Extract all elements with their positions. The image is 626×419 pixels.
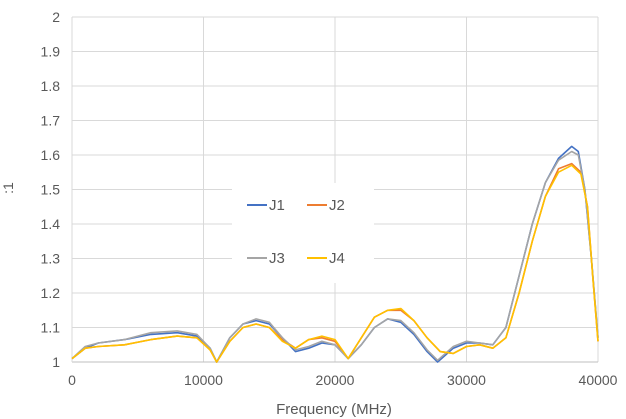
legend-label-j1: J1 xyxy=(269,197,285,214)
series-line-j4 xyxy=(71,164,599,363)
y-tick-label: 1.5 xyxy=(41,182,61,198)
y-tick-label: 1.8 xyxy=(41,78,61,94)
legend-label-j4: J4 xyxy=(329,250,345,267)
series-line-j3 xyxy=(71,150,599,363)
y-tick-label: 1.9 xyxy=(41,44,61,60)
series-lines xyxy=(71,145,599,363)
axes: 1 1.1 1.2 1.3 1.4 1.5 1.6 1.7 1.8 1.9 2 0 10000 20000… xyxy=(41,9,618,388)
y-axis-label: :1 xyxy=(0,182,16,194)
legend-box xyxy=(232,183,374,283)
y-tick-label: 1.1 xyxy=(41,320,61,336)
x-tick-label: 30000 xyxy=(447,372,486,388)
y-tick-label: 1.4 xyxy=(41,216,61,232)
y-tick-label: 1.6 xyxy=(41,147,61,163)
legend: J1 J2 J3 J4 xyxy=(232,183,374,283)
y-tick-label: 1.7 xyxy=(41,113,61,129)
legend-label-j2: J2 xyxy=(329,197,345,214)
x-tick-label: 0 xyxy=(68,372,76,388)
x-axis-label: Frequency (MHz) xyxy=(276,401,392,418)
y-tick-label: 2 xyxy=(52,9,60,25)
x-tick-label: 10000 xyxy=(184,372,223,388)
legend-label-j3: J3 xyxy=(269,250,285,267)
x-tick-label: 20000 xyxy=(316,372,355,388)
x-tick-label: 40000 xyxy=(579,372,618,388)
y-tick-label: 1 xyxy=(52,354,60,370)
y-tick-label: 1.3 xyxy=(41,251,61,267)
y-tick-label: 1.2 xyxy=(41,285,61,301)
